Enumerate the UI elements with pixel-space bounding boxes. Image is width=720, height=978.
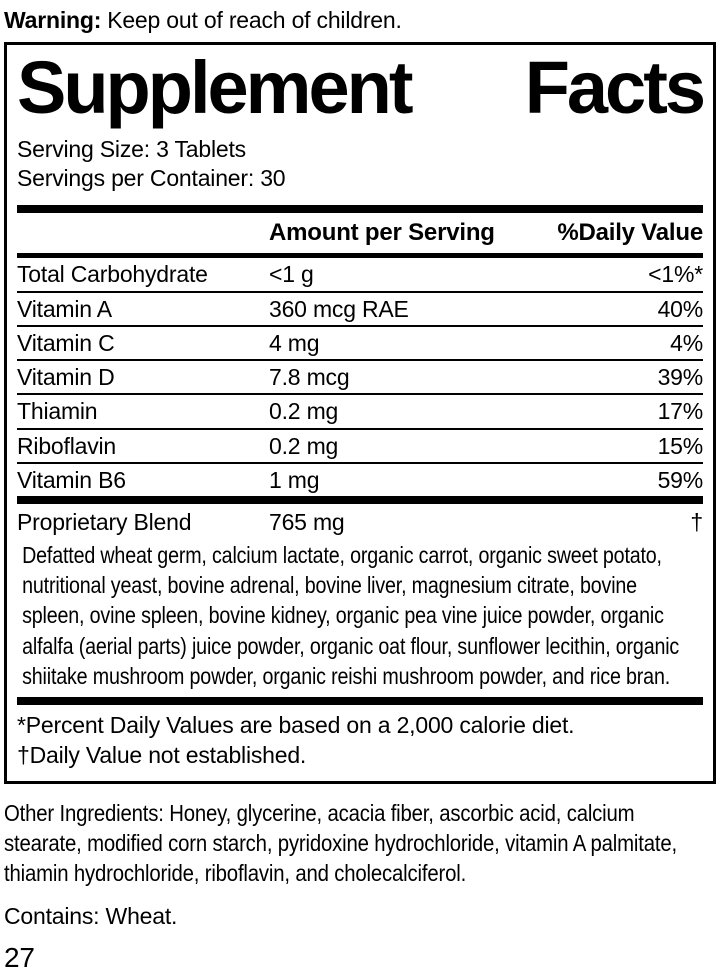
nutrient-row-vitamin-d: Vitamin D 7.8 mcg 39% (17, 361, 704, 396)
page-number: 27 (4, 941, 35, 973)
serving-size: Serving Size: 3 Tablets (17, 135, 246, 162)
nutrient-row-total-carbohydrate: Total Carbohydrate <1 g <1%* (17, 258, 703, 293)
nutrient-name: Vitamin C (17, 329, 115, 356)
supplement-facts-panel: Supplement Facts Serving Size: 3 Tablets… (4, 41, 716, 785)
footnotes: *Percent Daily Values are based on a 2,0… (17, 705, 703, 773)
title-word-facts: Facts (524, 45, 706, 129)
servings-per-container: Servings per Container: 30 (17, 165, 286, 192)
nutrient-name: Vitamin A (17, 295, 112, 322)
divider-bar-medium (17, 253, 703, 259)
nutrient-amount: 1 mg (269, 467, 320, 493)
nutrient-amount: 0.2 mg (269, 398, 339, 425)
warning-statement: Warning: Keep out of reach of children. (4, 6, 716, 35)
nutrient-dv: 59% (657, 467, 704, 493)
nutrient-amount: 4 mg (269, 329, 320, 356)
nutrient-row-vitamin-a: Vitamin A 360 mcg RAE 40% (17, 293, 703, 327)
footnote-daily-value-not-established: †Daily Value not established. (17, 742, 307, 769)
nutrient-dv: 17% (657, 398, 704, 425)
other-ingredients: Other Ingredients: Honey, glycerine, aca… (4, 800, 677, 886)
nutrient-amount: 360 mcg RAE (269, 295, 409, 322)
panel-title: Supplement Facts (17, 45, 706, 129)
dagger-symbol: † (690, 509, 703, 536)
nutrient-name: Total Carbohydrate (17, 261, 208, 288)
nutrient-amount: 765 mg (269, 509, 345, 536)
nutrient-name: Riboflavin (17, 432, 116, 459)
nutrient-amount: <1 g (269, 261, 314, 288)
nutrient-dv: 40% (657, 295, 704, 322)
title-word-supplement: Supplement (17, 45, 413, 129)
footnote-percent-daily-value: *Percent Daily Values are based on a 2,0… (17, 712, 575, 739)
nutrient-name: Proprietary Blend (17, 509, 192, 536)
nutrient-row-riboflavin: Riboflavin 0.2 mg 15% (17, 430, 703, 464)
column-header-row: Amount per Serving %Daily Value (17, 213, 703, 254)
nutrient-name: Thiamin (17, 398, 98, 425)
warning-text: Keep out of reach of children. (107, 7, 402, 33)
nutrient-dv: 15% (657, 432, 704, 459)
nutrient-amount: 0.2 mg (269, 432, 339, 459)
nutrient-dv: 39% (657, 364, 704, 391)
nutrient-amount: 7.8 mcg (269, 364, 350, 391)
proprietary-blend-row: Proprietary Blend 765 mg † (17, 504, 703, 537)
nutrient-row-vitamin-c: Vitamin C 4 mg 4% (17, 327, 703, 362)
column-header-daily-value: %Daily Value (557, 218, 703, 246)
divider-bar-thick (17, 204, 703, 213)
warning-label: Warning: (4, 7, 102, 33)
nutrient-dv: 4% (670, 329, 703, 356)
nutrient-name: Vitamin B6 (17, 467, 126, 493)
column-header-amount: Amount per Serving (269, 218, 495, 246)
divider-bar-thick (17, 697, 703, 706)
nutrient-name: Vitamin D (17, 364, 115, 391)
contains-statement: Contains: Wheat. (4, 902, 178, 929)
divider-bar-thick (17, 496, 703, 505)
nutrient-dv: <1%* (648, 261, 703, 288)
proprietary-blend-description: Defatted wheat germ, calcium lactate, or… (22, 541, 680, 690)
nutrient-row-thiamin: Thiamin 0.2 mg 17% (17, 395, 704, 430)
nutrient-row-vitamin-b6: Vitamin B6 1 mg 59% (17, 464, 703, 496)
